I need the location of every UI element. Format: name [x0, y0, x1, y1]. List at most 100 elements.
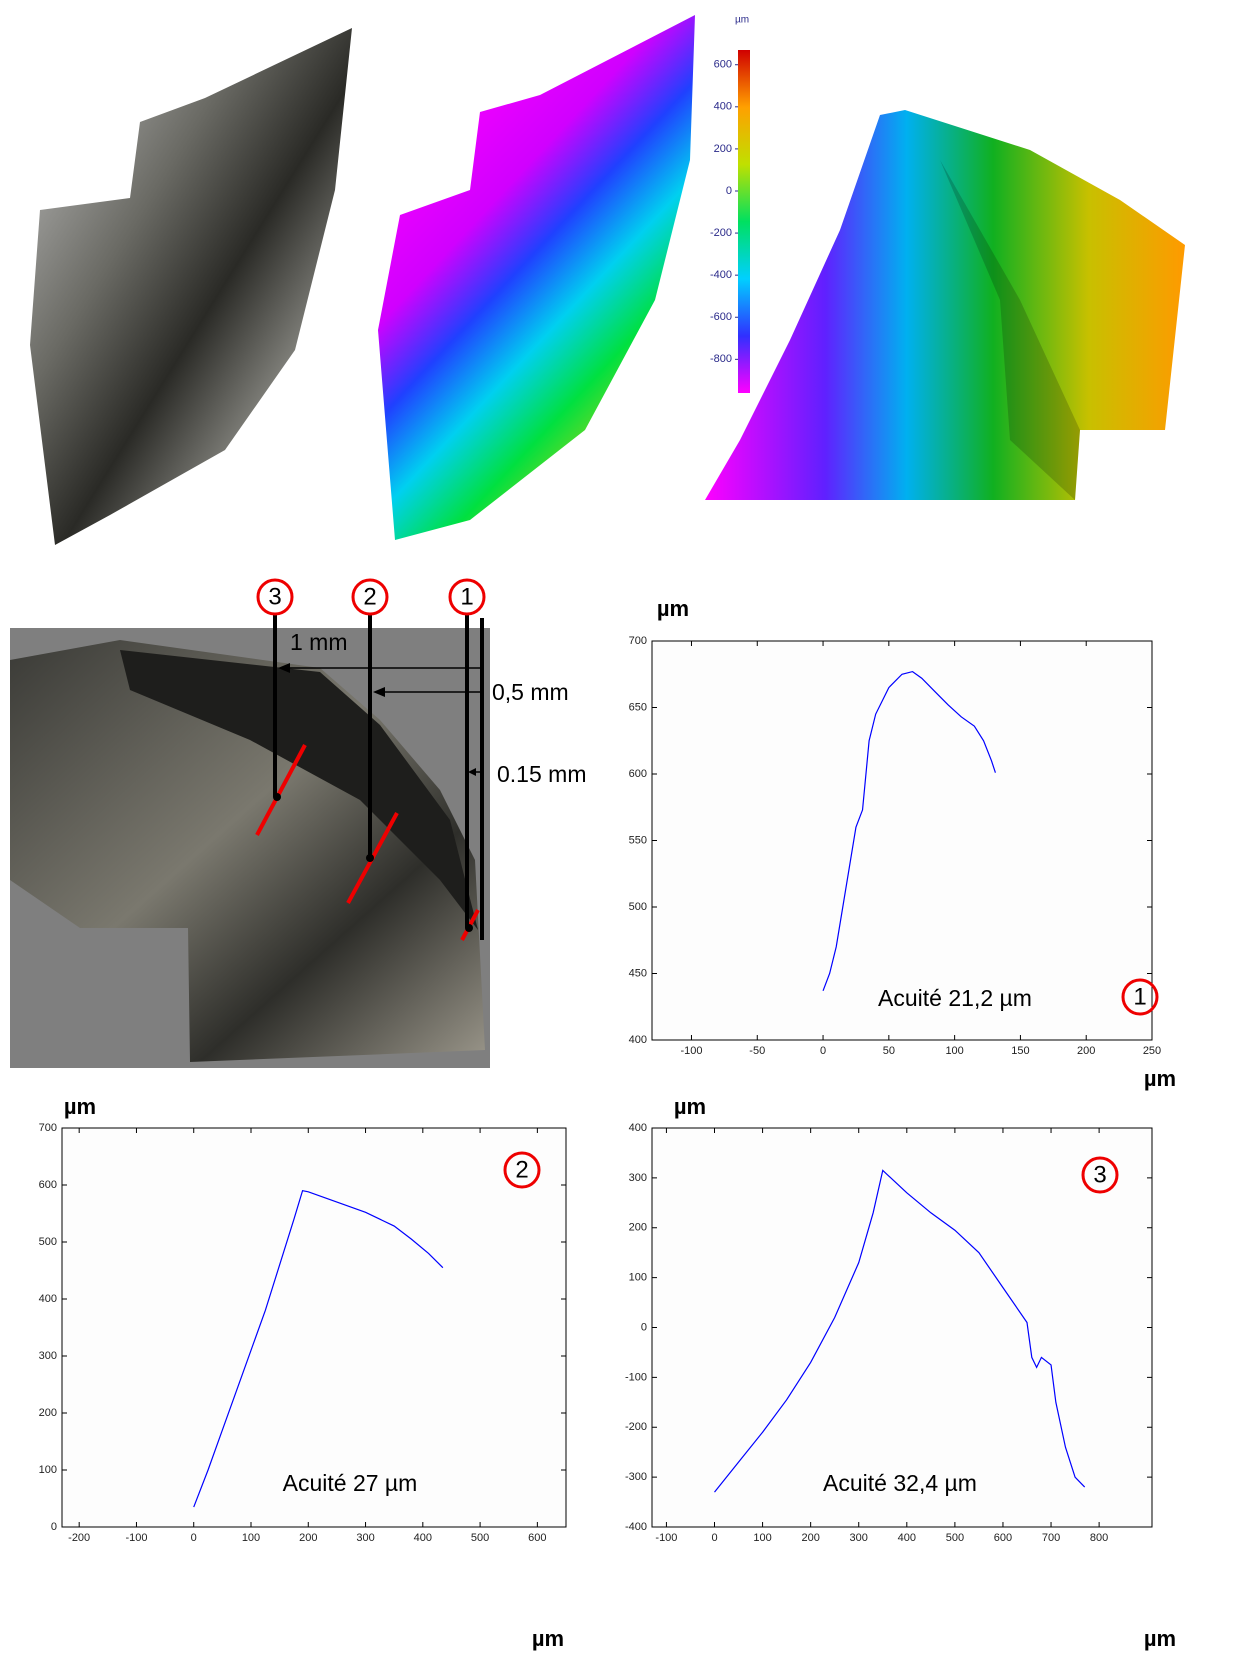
x-tick-label: 0 [711, 1532, 717, 1544]
marker-ring [503, 1151, 541, 1189]
y-tick-label: 0 [51, 1521, 57, 1533]
marker: 2 [515, 1156, 528, 1183]
tick-label: -200 [710, 227, 732, 239]
marker-ring [1121, 978, 1159, 1016]
y-axis-label: µm [657, 596, 689, 621]
section [255, 744, 307, 836]
y-tick-label: 450 [629, 967, 647, 979]
tick-label: 200 [714, 143, 732, 155]
tool-photo [30, 28, 352, 545]
x-tick-label: 800 [1090, 1532, 1108, 1544]
x-tick-label: 0 [191, 1532, 197, 1544]
x-tick-label: 200 [299, 1532, 317, 1544]
plot-area [651, 1127, 1153, 1528]
plot-area [61, 1127, 567, 1528]
y-tick-label: -400 [625, 1521, 647, 1533]
x-tick-label: 200 [801, 1532, 819, 1544]
ring [256, 578, 294, 616]
arrowhead [468, 768, 476, 776]
x-tick-label: 600 [994, 1532, 1012, 1544]
y-tick-label: 700 [629, 635, 647, 647]
y-tick-label: 200 [629, 1222, 647, 1234]
plot-area [651, 640, 1153, 1041]
x-tick-label: 600 [528, 1532, 546, 1544]
x-tick-label: 300 [850, 1532, 868, 1544]
y-tick-label: 200 [39, 1407, 57, 1419]
y-tick-label: 600 [39, 1179, 57, 1191]
tick-label: 400 [714, 101, 732, 113]
y-tick-label: 400 [629, 1034, 647, 1046]
tick-label: -400 [710, 269, 732, 281]
distance-label: 1 mm [290, 629, 348, 655]
y-tick-label: 100 [629, 1272, 647, 1284]
y-tick-label: -100 [625, 1371, 647, 1383]
x-tick-label: 500 [946, 1532, 964, 1544]
colorbar-unit: µm [735, 15, 749, 26]
dot [465, 924, 473, 932]
ring [448, 578, 486, 616]
y-tick-label: 700 [39, 1122, 57, 1134]
tick-label: 600 [714, 59, 732, 71]
profile-line [822, 670, 996, 992]
marker-ring [1081, 1156, 1119, 1194]
3d-view-shade [940, 160, 1080, 500]
x-tick-label: 200 [1077, 1045, 1095, 1057]
marker: 3 [1093, 1161, 1106, 1188]
marker-rings [256, 578, 486, 616]
x-tick-label: 700 [1042, 1532, 1060, 1544]
y-tick-label: 0 [641, 1321, 647, 1333]
tick-label: -800 [710, 353, 732, 365]
height-map [378, 15, 695, 540]
y-tick-label: 300 [39, 1350, 57, 1362]
x-tick-label: 150 [1011, 1045, 1029, 1057]
x-tick-label: 100 [242, 1532, 260, 1544]
colorbar [738, 50, 750, 393]
x-axis-label: µm [1144, 1066, 1176, 1091]
annotation: Acuité 21,2 µm [878, 985, 1032, 1011]
x-tick-label: -50 [749, 1045, 765, 1057]
profile-line [714, 1169, 1086, 1493]
y-tick-label: 500 [629, 901, 647, 913]
tick-label: -600 [710, 311, 732, 323]
y-axis-label: µm [674, 1094, 706, 1119]
x-tick-label: -100 [680, 1045, 702, 1057]
x-tick-label: 100 [753, 1532, 771, 1544]
y-tick-label: 550 [629, 834, 647, 846]
y-axis-label: µm [64, 1094, 96, 1119]
ring [351, 578, 389, 616]
dot [366, 854, 374, 862]
x-tick-label: -100 [655, 1532, 677, 1544]
y-tick-label: 400 [39, 1293, 57, 1305]
y-tick-label: 400 [629, 1122, 647, 1134]
tick-label: 0 [726, 185, 732, 197]
y-tick-label: 650 [629, 701, 647, 713]
annotation: Acuité 27 µm [283, 1470, 418, 1496]
dot [273, 793, 281, 801]
y-tick-label: 500 [39, 1236, 57, 1248]
x-tick-label: 0 [820, 1045, 826, 1057]
x-tick-label: 400 [898, 1532, 916, 1544]
x-tick-label: 500 [471, 1532, 489, 1544]
3d-view [705, 110, 1185, 500]
x-tick-label: 300 [356, 1532, 374, 1544]
distance-label: 0,5 mm [492, 679, 569, 705]
x-tick-label: 250 [1143, 1045, 1161, 1057]
arrowhead [373, 687, 385, 697]
profile-lines [273, 612, 484, 940]
y-tick-label: -200 [625, 1421, 647, 1433]
annotation: Acuité 32,4 µm [823, 1470, 977, 1496]
x-axis-label: µm [532, 1626, 564, 1651]
arrowhead [278, 663, 290, 673]
marker: 2 [363, 583, 376, 610]
x-tick-label: 50 [883, 1045, 895, 1057]
cutting-edge [120, 650, 478, 930]
x-tick-label: 100 [945, 1045, 963, 1057]
marker: 1 [460, 583, 473, 610]
distance-label: 0.15 mm [497, 761, 586, 787]
x-tick-label: -100 [125, 1532, 147, 1544]
marker: 1 [1133, 983, 1146, 1010]
profile-line [193, 1190, 444, 1508]
x-tick-label: -200 [68, 1532, 90, 1544]
marker: 3 [268, 583, 281, 610]
